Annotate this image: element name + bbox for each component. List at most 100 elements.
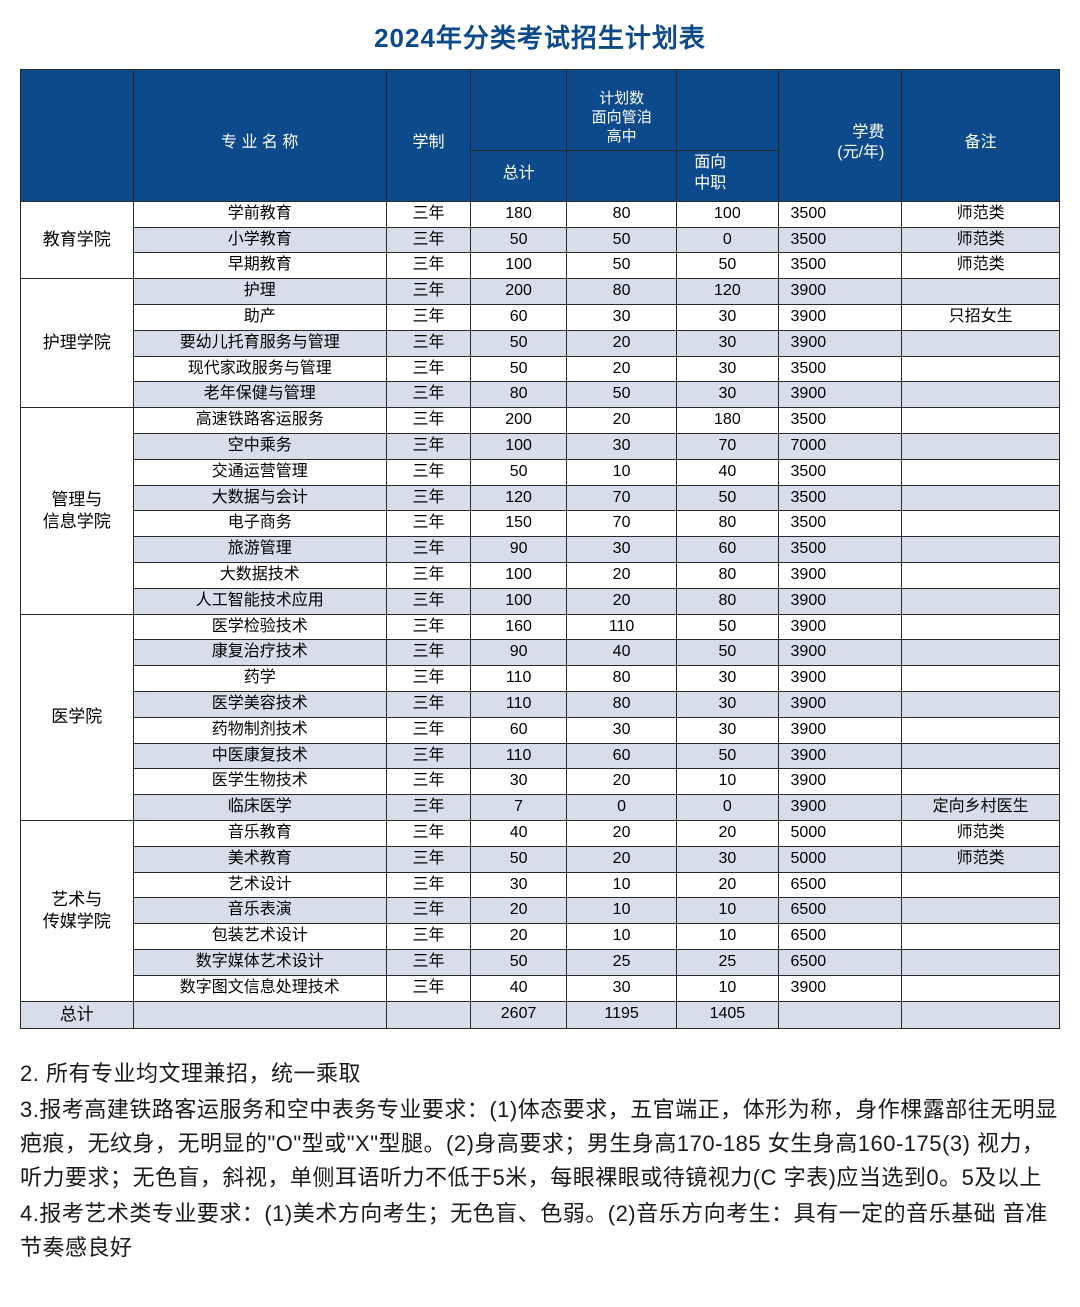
duration-cell: 三年 <box>386 434 470 460</box>
total-cell: 120 <box>471 485 567 511</box>
hs-cell: 20 <box>566 588 676 614</box>
th-note: 备注 <box>902 70 1060 202</box>
total-cell: 50 <box>471 330 567 356</box>
major-cell: 中医康复技术 <box>133 743 386 769</box>
table-row: 管理与信息学院高速铁路客运服务三年200201803500 <box>21 408 1060 434</box>
note-cell <box>902 743 1060 769</box>
major-cell: 旅游管理 <box>133 537 386 563</box>
summary-hs: 1195 <box>566 1001 676 1028</box>
fee-cell: 3900 <box>778 975 902 1001</box>
note-cell <box>902 537 1060 563</box>
fee-cell: 3900 <box>778 563 902 589</box>
fee-cell: 3900 <box>778 330 902 356</box>
footnote-line: 2. 所有专业均文理兼招，统一乘取 <box>20 1057 1060 1091</box>
dept-cell: 医学院 <box>21 614 134 820</box>
table-row: 小学教育三年505003500师范类 <box>21 227 1060 253</box>
duration-cell: 三年 <box>386 356 470 382</box>
table-row: 人工智能技术应用三年10020803900 <box>21 588 1060 614</box>
total-cell: 30 <box>471 769 567 795</box>
duration-cell: 三年 <box>386 640 470 666</box>
total-cell: 90 <box>471 537 567 563</box>
note-cell <box>902 898 1060 924</box>
voc-cell: 20 <box>677 820 778 846</box>
voc-cell: 25 <box>677 949 778 975</box>
hs-cell: 10 <box>566 459 676 485</box>
table-row: 早期教育三年10050503500师范类 <box>21 253 1060 279</box>
hs-cell: 50 <box>566 227 676 253</box>
total-cell: 100 <box>471 563 567 589</box>
major-cell: 小学教育 <box>133 227 386 253</box>
duration-cell: 三年 <box>386 588 470 614</box>
total-cell: 20 <box>471 924 567 950</box>
total-cell: 100 <box>471 588 567 614</box>
dept-cell: 教育学院 <box>21 201 134 278</box>
voc-cell: 80 <box>677 511 778 537</box>
note-cell <box>902 691 1060 717</box>
hs-cell: 50 <box>566 253 676 279</box>
voc-cell: 30 <box>677 666 778 692</box>
hs-cell: 20 <box>566 769 676 795</box>
note-cell: 定向乡村医生 <box>902 795 1060 821</box>
hs-cell: 70 <box>566 511 676 537</box>
footnotes: 2. 所有专业均文理兼招，统一乘取3.报考高建铁路客运服务和空中表务专业要求：(… <box>20 1057 1060 1266</box>
voc-cell: 20 <box>677 872 778 898</box>
table-row: 助产三年6030303900只招女生 <box>21 305 1060 331</box>
major-cell: 电子商务 <box>133 511 386 537</box>
fee-cell: 3900 <box>778 279 902 305</box>
table-row: 空中乘务三年10030707000 <box>21 434 1060 460</box>
hs-cell: 0 <box>566 795 676 821</box>
fee-cell: 3900 <box>778 743 902 769</box>
duration-cell: 三年 <box>386 691 470 717</box>
summary-label: 总计 <box>21 1001 134 1028</box>
total-cell: 30 <box>471 872 567 898</box>
voc-cell: 30 <box>677 356 778 382</box>
note-cell <box>902 485 1060 511</box>
table-row: 药学三年11080303900 <box>21 666 1060 692</box>
total-cell: 50 <box>471 846 567 872</box>
note-cell <box>902 769 1060 795</box>
footnote-line: 3.报考高建铁路客运服务和空中表务专业要求：(1)体态要求，五官端正，体形为称，… <box>20 1093 1060 1195</box>
hs-cell: 30 <box>566 717 676 743</box>
hs-cell: 25 <box>566 949 676 975</box>
table-row: 医学生物技术三年3020103900 <box>21 769 1060 795</box>
fee-cell: 3900 <box>778 769 902 795</box>
hs-cell: 30 <box>566 434 676 460</box>
voc-cell: 0 <box>677 227 778 253</box>
total-cell: 100 <box>471 434 567 460</box>
dept-cell: 艺术与传媒学院 <box>21 820 134 1001</box>
table-row: 临床医学三年7003900定向乡村医生 <box>21 795 1060 821</box>
total-cell: 200 <box>471 279 567 305</box>
fee-cell: 3900 <box>778 382 902 408</box>
note-cell <box>902 975 1060 1001</box>
table-row: 老年保健与管理三年8050303900 <box>21 382 1060 408</box>
voc-cell: 60 <box>677 537 778 563</box>
note-cell <box>902 382 1060 408</box>
table-row: 旅游管理三年9030603500 <box>21 537 1060 563</box>
voc-cell: 10 <box>677 769 778 795</box>
note-cell <box>902 717 1060 743</box>
table-row: 大数据技术三年10020803900 <box>21 563 1060 589</box>
major-cell: 人工智能技术应用 <box>133 588 386 614</box>
c8 <box>902 1001 1060 1028</box>
major-cell: 空中乘务 <box>133 434 386 460</box>
th-dept <box>21 70 134 202</box>
table-row: 大数据与会计三年12070503500 <box>21 485 1060 511</box>
table-row: 音乐表演三年2010106500 <box>21 898 1060 924</box>
th-hs-top: 计划数 面向管洎 高中 <box>566 70 676 151</box>
major-cell: 交通运营管理 <box>133 459 386 485</box>
fee-cell: 3900 <box>778 717 902 743</box>
hs-cell: 30 <box>566 537 676 563</box>
total-cell: 160 <box>471 614 567 640</box>
major-cell: 助产 <box>133 305 386 331</box>
note-cell <box>902 949 1060 975</box>
summary-row: 总计260711951405 <box>21 1001 1060 1028</box>
note-cell <box>902 563 1060 589</box>
note-cell <box>902 924 1060 950</box>
voc-cell: 30 <box>677 691 778 717</box>
duration-cell: 三年 <box>386 975 470 1001</box>
total-cell: 20 <box>471 898 567 924</box>
duration-cell: 三年 <box>386 717 470 743</box>
table-row: 电子商务三年15070803500 <box>21 511 1060 537</box>
major-cell: 康复治疗技术 <box>133 640 386 666</box>
fee-cell: 3500 <box>778 408 902 434</box>
